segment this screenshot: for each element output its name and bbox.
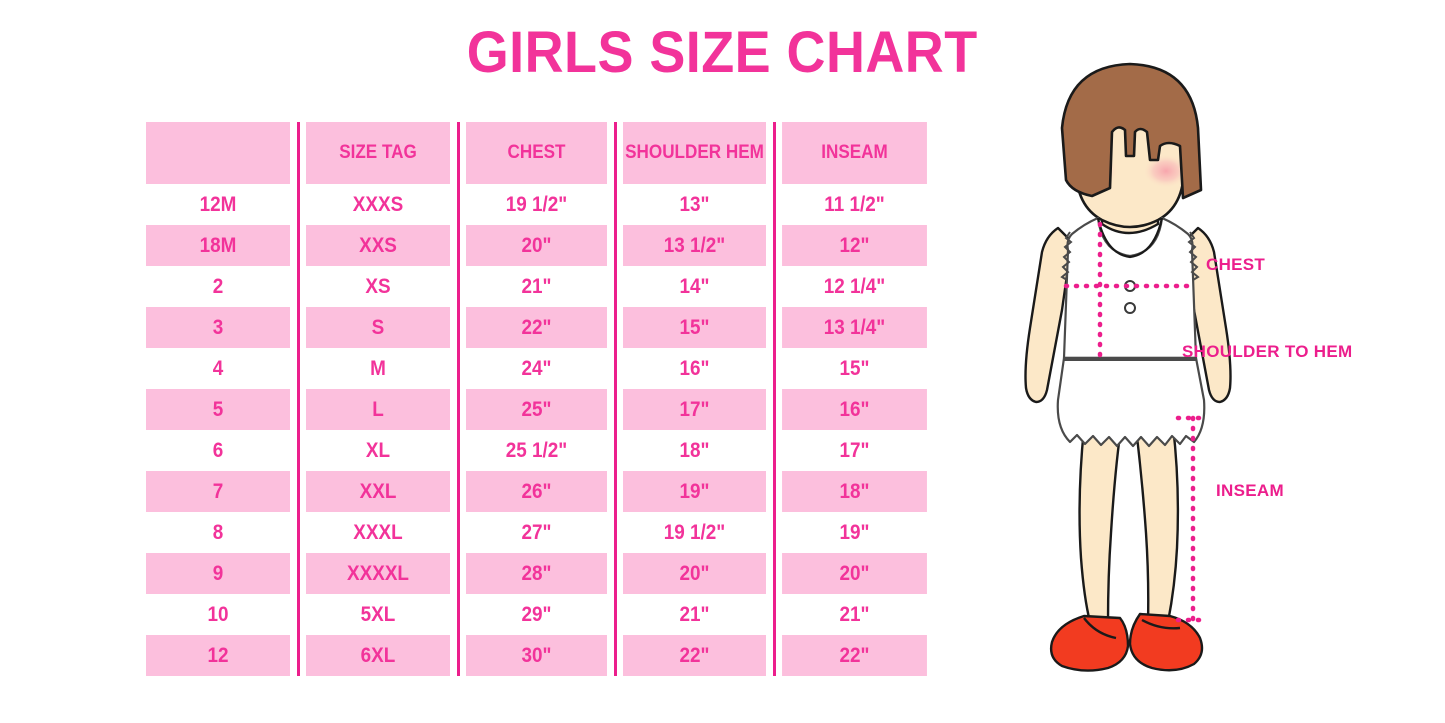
cell-shoulder-hem: 19" <box>622 471 767 512</box>
cell-size: 12M <box>146 184 290 225</box>
cell-inseam: 12" <box>782 225 927 266</box>
cell-size: 6 <box>146 430 290 471</box>
label-chest: CHEST <box>1206 255 1266 274</box>
cell-size: 2 <box>146 266 290 307</box>
cell-chest: 25" <box>465 389 608 430</box>
table-row: 5 L 25" 17" 16" <box>138 389 935 430</box>
table-row: 8 XXXL 27" 19 1/2" 19" <box>138 512 935 553</box>
cell-size-tag: XXS <box>306 225 450 266</box>
girl-figure-illustration <box>1024 62 1232 672</box>
measurement-guides <box>1063 221 1211 623</box>
hair <box>1060 62 1203 200</box>
shoe-left <box>1049 614 1130 672</box>
table-row: 2 XS 21" 14" 12 1/4" <box>138 266 935 307</box>
cell-inseam: 16" <box>782 389 927 430</box>
cell-size: 12 <box>146 635 290 676</box>
header-inseam: INSEAM <box>782 122 927 184</box>
cell-size: 10 <box>146 594 290 635</box>
cell-inseam: 13 1/4" <box>782 307 927 348</box>
cell-chest: 25 1/2" <box>465 430 608 471</box>
cell-shoulder-hem: 21" <box>622 594 767 635</box>
label-inseam: INSEAM <box>1216 481 1284 500</box>
cell-size-tag: XXXL <box>306 512 450 553</box>
cell-size: 9 <box>146 553 290 594</box>
cell-shoulder-hem: 20" <box>622 553 767 594</box>
cell-chest: 24" <box>465 348 608 389</box>
bloomers-garment <box>1056 356 1206 448</box>
cell-size-tag: XXL <box>306 471 450 512</box>
cell-size: 4 <box>146 348 290 389</box>
size-chart-table: SIZE TAG CHEST SHOULDER HEM INSEAM 12M X… <box>138 122 935 676</box>
cell-shoulder-hem: 13 1/2" <box>622 225 767 266</box>
header-size-tag: SIZE TAG <box>306 122 450 184</box>
cell-shoulder-hem: 14" <box>622 266 767 307</box>
header-chest: CHEST <box>465 122 608 184</box>
cell-inseam: 21" <box>782 594 927 635</box>
cell-size-tag: 5XL <box>306 594 450 635</box>
cell-size-tag: 6XL <box>306 635 450 676</box>
cell-inseam: 15" <box>782 348 927 389</box>
head <box>1060 62 1203 229</box>
table-row: 12M XXXS 19 1/2" 13" 11 1/2" <box>138 184 935 225</box>
cell-size: 8 <box>146 512 290 553</box>
cell-chest: 30" <box>465 635 608 676</box>
cell-size-tag: S <box>306 307 450 348</box>
cell-chest: 29" <box>465 594 608 635</box>
shoes <box>1049 612 1204 672</box>
cell-shoulder-hem: 19 1/2" <box>622 512 767 553</box>
cell-inseam: 11 1/2" <box>782 184 927 225</box>
cell-inseam: 20" <box>782 553 927 594</box>
label-shoulder-to-hem: SHOULDER TO HEM <box>1182 342 1353 361</box>
table-row: 10 5XL 29" 21" 21" <box>138 594 935 635</box>
cell-shoulder-hem: 18" <box>622 430 767 471</box>
cell-inseam: 19" <box>782 512 927 553</box>
header-shoulder-hem: SHOULDER HEM <box>622 122 767 184</box>
table-row: 9 XXXXL 28" 20" 20" <box>138 553 935 594</box>
cell-chest: 28" <box>465 553 608 594</box>
cell-shoulder-hem: 17" <box>622 389 767 430</box>
cell-size-tag: XS <box>306 266 450 307</box>
cell-inseam: 18" <box>782 471 927 512</box>
cell-inseam: 17" <box>782 430 927 471</box>
cell-size: 18M <box>146 225 290 266</box>
button-lower <box>1124 302 1136 314</box>
table-row: 3 S 22" 15" 13 1/4" <box>138 307 935 348</box>
cell-chest: 26" <box>465 471 608 512</box>
cell-shoulder-hem: 13" <box>622 184 767 225</box>
page-title: GIRLS SIZE CHART <box>466 20 978 85</box>
table-row: 12 6XL 30" 22" 22" <box>138 635 935 676</box>
cell-chest: 21" <box>465 266 608 307</box>
table-row: 6 XL 25 1/2" 18" 17" <box>138 430 935 471</box>
blush-cheek-right <box>1143 154 1189 188</box>
cell-shoulder-hem: 16" <box>622 348 767 389</box>
cell-inseam: 22" <box>782 635 927 676</box>
cell-chest: 27" <box>465 512 608 553</box>
cell-size: 7 <box>146 471 290 512</box>
cell-size-tag: XXXS <box>306 184 450 225</box>
cell-size: 5 <box>146 389 290 430</box>
cell-chest: 22" <box>465 307 608 348</box>
cell-size-tag: L <box>306 389 450 430</box>
cell-shoulder-hem: 15" <box>622 307 767 348</box>
cell-shoulder-hem: 22" <box>622 635 767 676</box>
cell-size-tag: M <box>306 348 450 389</box>
table-row: 18M XXS 20" 13 1/2" 12" <box>138 225 935 266</box>
header-size <box>146 122 290 184</box>
cell-chest: 20" <box>465 225 608 266</box>
table-header-row: SIZE TAG CHEST SHOULDER HEM INSEAM <box>138 122 935 184</box>
cell-size: 3 <box>146 307 290 348</box>
shoe-right <box>1128 612 1204 672</box>
cell-chest: 19 1/2" <box>465 184 608 225</box>
table-row: 7 XXL 26" 19" 18" <box>138 471 935 512</box>
cell-inseam: 12 1/4" <box>782 266 927 307</box>
cell-size-tag: XL <box>306 430 450 471</box>
table-row: 4 M 24" 16" 15" <box>138 348 935 389</box>
cell-size-tag: XXXXL <box>306 553 450 594</box>
